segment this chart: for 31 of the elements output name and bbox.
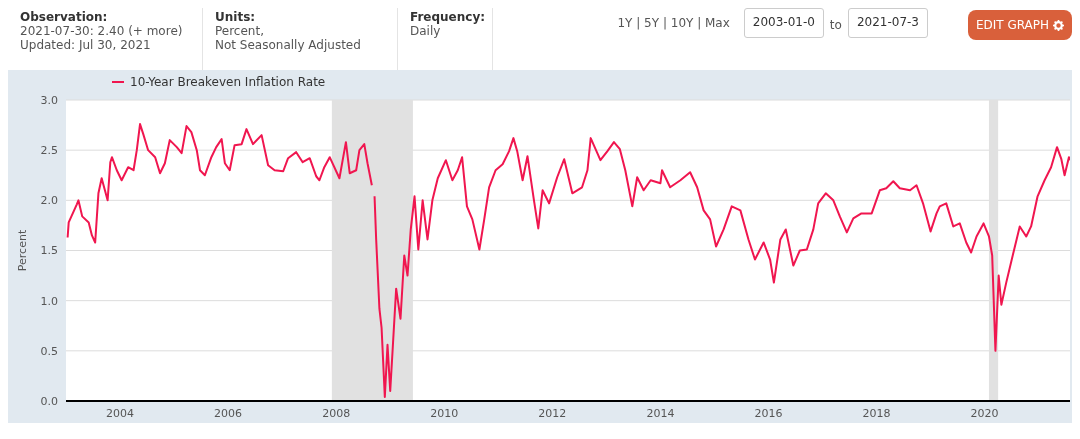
y-tick-label: 1.5 (40, 244, 58, 258)
x-tick-label: 2016 (754, 406, 783, 420)
y-tick-label: 0.5 (40, 344, 58, 358)
y-axis-title: Percent (15, 229, 29, 272)
text: 1Y | 5Y | 10Y | Max (617, 15, 730, 32)
text: Units: (215, 10, 257, 24)
legend-label: 10-Year Breakeven Inflation Rate (129, 75, 326, 89)
x-tick-label: 2010 (430, 406, 459, 420)
text: 2021-07-30: 2.40 (+ more) (20, 24, 184, 38)
y-tick-label: 3.0 (40, 93, 58, 107)
text: 2003-01-0 (743, 8, 824, 38)
text: Updated: Jul 30, 2021 (20, 38, 152, 52)
x-tick-label: 2006 (214, 406, 243, 420)
x-tick-label: 2012 (538, 406, 567, 420)
x-tick-label: 2018 (862, 406, 891, 420)
text: 2021-07-3 (847, 8, 928, 38)
y-tick-label: 1.0 (40, 294, 58, 308)
text: Daily (410, 24, 442, 38)
text: Not Seasonally Adjusted (215, 38, 362, 52)
text: Percent, (215, 24, 265, 38)
y-tick-label: 2.0 (40, 194, 58, 208)
x-tick-label: 2004 (106, 406, 135, 420)
x-tick-label: 2014 (646, 406, 675, 420)
text: EDIT GRAPH (975, 18, 1049, 32)
text: Observation: (20, 10, 109, 24)
y-tick-label: 0.0 (40, 394, 58, 408)
x-tick-label: 2008 (322, 406, 351, 420)
text: to (829, 17, 842, 34)
x-tick-label: 2020 (970, 406, 999, 420)
y-tick-label: 2.5 (40, 144, 58, 158)
text: Frequency: (410, 10, 486, 24)
